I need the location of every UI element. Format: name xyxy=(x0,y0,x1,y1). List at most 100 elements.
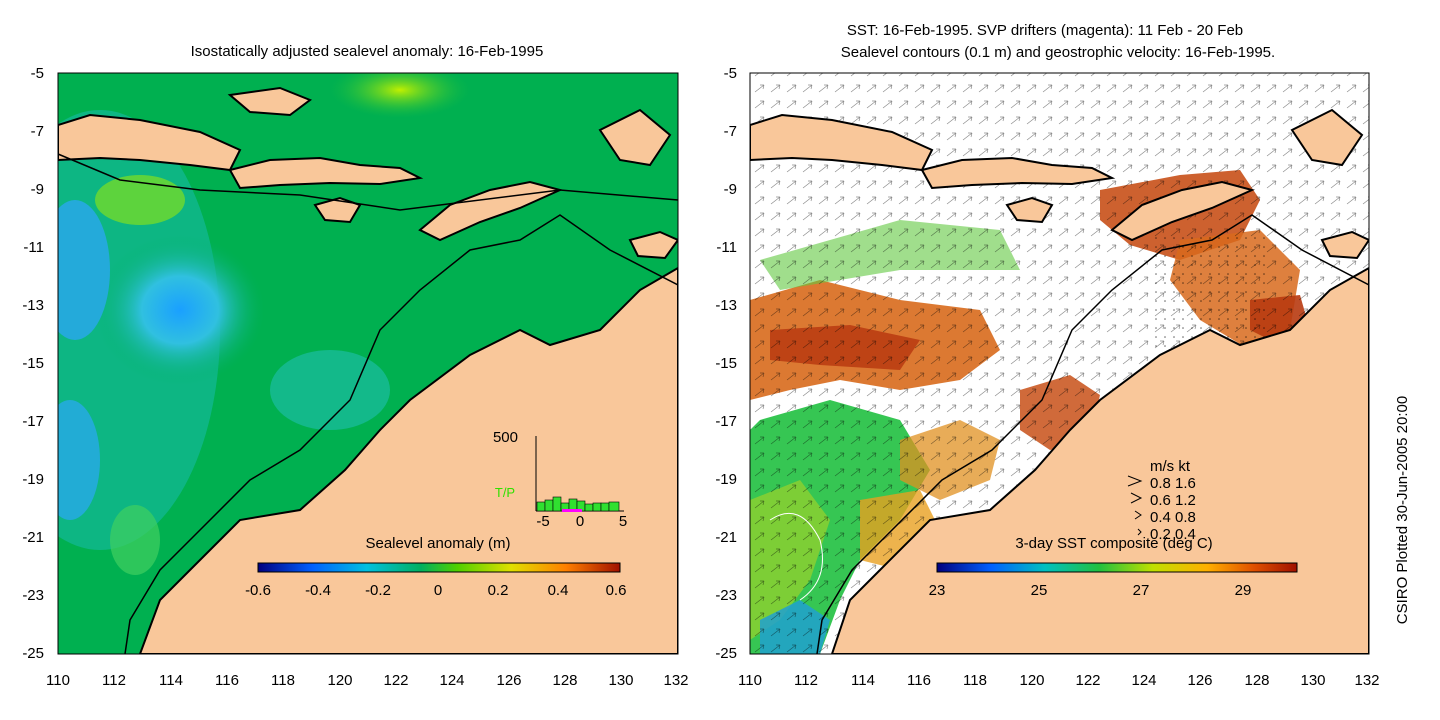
sealevel-field xyxy=(58,73,678,654)
velocity-legend: m/s kt 0.8 1.6 0.6 1.2 0.4 0.8 0.2 0.4 xyxy=(1127,458,1196,543)
lon-tick-label: 128 xyxy=(552,672,577,689)
sealevel-contour-white xyxy=(769,512,823,601)
lon-tick-label: 132 xyxy=(663,672,688,689)
lat-tick-label: -9 xyxy=(31,181,44,198)
tanimbar-islands xyxy=(598,108,672,167)
sealevel-colorbar-tick: 0 xyxy=(434,582,442,599)
lat-tick-label: -11 xyxy=(23,239,44,256)
plot-credit: CSIRO Plotted 30-Jun-2005 20:00 xyxy=(1394,396,1411,624)
lat-tick-label: -17 xyxy=(715,413,737,430)
lon-tick-label: 114 xyxy=(851,672,875,689)
inset-bar xyxy=(600,502,610,512)
velocity-legend-row: 0.8 1.6 xyxy=(1150,475,1196,492)
lon-tick-label: 110 xyxy=(46,672,70,689)
lon-tick-label: 126 xyxy=(496,672,521,689)
sealevel-contour xyxy=(58,153,678,211)
inset-bar xyxy=(584,503,594,512)
inset-bar xyxy=(608,501,620,512)
lon-tick-label: 126 xyxy=(1187,672,1212,689)
sst-colorbar-label: 3-day SST composite (deg C) xyxy=(1015,535,1212,552)
left-map-frame xyxy=(57,72,679,655)
lon-tick-label: 132 xyxy=(1354,672,1379,689)
lon-tick-label: 120 xyxy=(1019,672,1044,689)
lon-tick-label: 118 xyxy=(271,672,295,689)
lon-tick-label: 124 xyxy=(439,672,464,689)
lon-tick-label: 122 xyxy=(383,672,408,689)
velocity-legend-row: 0.4 0.8 xyxy=(1150,509,1196,526)
small-island xyxy=(628,230,678,260)
inset-bar xyxy=(552,496,562,512)
lat-tick-label: -13 xyxy=(715,297,737,314)
lon-tick-label: 110 xyxy=(738,672,762,689)
velocity-arrow-icon xyxy=(1137,528,1142,536)
velocity-arrow-icon xyxy=(1134,510,1142,520)
right-map-frame xyxy=(749,72,1370,655)
sealevel-colorbar-tick: -0.4 xyxy=(305,582,331,599)
lat-tick-label: -25 xyxy=(22,645,44,662)
left-map-panel: Isostatically adjusted sealevel anomaly:… xyxy=(22,43,688,689)
inset-bar xyxy=(536,501,546,512)
lat-tick-label: -7 xyxy=(724,123,737,140)
lon-tick-label: 130 xyxy=(608,672,633,689)
sealevel-colorbar-tick: 0.4 xyxy=(548,582,569,599)
sumba-island xyxy=(1005,196,1054,224)
sealevel-colorbar-tick: 0.6 xyxy=(606,582,627,599)
inset-bar xyxy=(592,502,602,512)
australia-land xyxy=(830,266,1369,654)
velocity-legend-header: m/s kt xyxy=(1150,458,1191,475)
lon-tick-label: 116 xyxy=(215,672,239,689)
lon-tick-label: 112 xyxy=(794,672,818,689)
sealevel-colorbar-label: Sealevel anomaly (m) xyxy=(365,535,510,552)
lat-tick-label: -13 xyxy=(22,297,44,314)
sealevel-colorbar-tick: 0.2 xyxy=(488,582,509,599)
sealevel-colorbar-tick: -0.6 xyxy=(245,582,271,599)
lat-tick-label: -15 xyxy=(715,355,737,372)
sst-colorbar-strip xyxy=(936,562,1298,573)
right-lon-axis: 110 112 114 116 118 120 122 124 126 128 … xyxy=(738,672,1379,689)
sealevel-colorbar: Sealevel anomaly (m) -0.6 -0.4 -0.2 0 0.… xyxy=(245,535,626,599)
shelf-contour xyxy=(124,214,678,654)
lon-tick-label: 118 xyxy=(963,672,987,689)
lat-tick-label: -17 xyxy=(22,413,44,430)
right-lat-axis: -5 -7 -9 -11 -13 -15 -17 -19 -21 -23 -25 xyxy=(715,65,737,662)
small-island xyxy=(1320,230,1369,260)
lon-tick-label: 122 xyxy=(1075,672,1100,689)
sealevel-colorbar-strip xyxy=(257,562,621,573)
lat-tick-label: -23 xyxy=(715,587,737,604)
sst-colorbar-tick: 27 xyxy=(1133,582,1150,599)
sst-colorbar-tick: 29 xyxy=(1235,582,1252,599)
lat-tick-label: -5 xyxy=(31,65,44,82)
lon-tick-label: 130 xyxy=(1300,672,1325,689)
velocity-arrow-icon xyxy=(1127,475,1143,487)
lat-tick-label: -21 xyxy=(715,529,737,546)
lat-tick-label: -19 xyxy=(715,471,737,488)
sst-colorbar-tick: 25 xyxy=(1031,582,1048,599)
sumba-island xyxy=(313,196,362,224)
lat-tick-label: -19 xyxy=(22,471,44,488)
inset-x-tick: 0 xyxy=(576,513,584,530)
lon-tick-label: 124 xyxy=(1131,672,1156,689)
lon-tick-label: 112 xyxy=(102,672,126,689)
right-panel-title-line2: Sealevel contours (0.1 m) and geostrophi… xyxy=(841,44,1275,61)
left-lat-axis: -5 -7 -9 -11 -13 -15 -17 -19 -21 -23 -25 xyxy=(22,65,44,662)
shelf-contour xyxy=(816,214,1369,654)
sst-field xyxy=(750,73,1369,654)
tp-inset-chart: 500 T/P -5 0 5 xyxy=(493,429,627,530)
timor-island xyxy=(1110,180,1255,242)
velocity-arrow-icon xyxy=(1130,492,1143,504)
lon-tick-label: 116 xyxy=(907,672,931,689)
lat-tick-label: -9 xyxy=(724,181,737,198)
lesser-sunda-islands xyxy=(228,156,424,190)
lat-tick-label: -23 xyxy=(22,587,44,604)
sulawesi-fragment xyxy=(227,86,313,117)
sealevel-contour-white xyxy=(1009,279,1024,361)
inset-x-tick: 5 xyxy=(619,513,627,530)
sst-colorbar-tick: 23 xyxy=(929,582,946,599)
left-lon-axis: 110 112 114 116 118 120 122 124 126 128 … xyxy=(46,672,688,689)
lat-tick-label: -15 xyxy=(22,355,44,372)
left-panel-title: Isostatically adjusted sealevel anomaly:… xyxy=(191,43,544,60)
inset-y-label: 500 xyxy=(493,429,518,446)
inset-drifter-marker xyxy=(562,509,582,512)
sealevel-colorbar-tick: -0.2 xyxy=(365,582,391,599)
